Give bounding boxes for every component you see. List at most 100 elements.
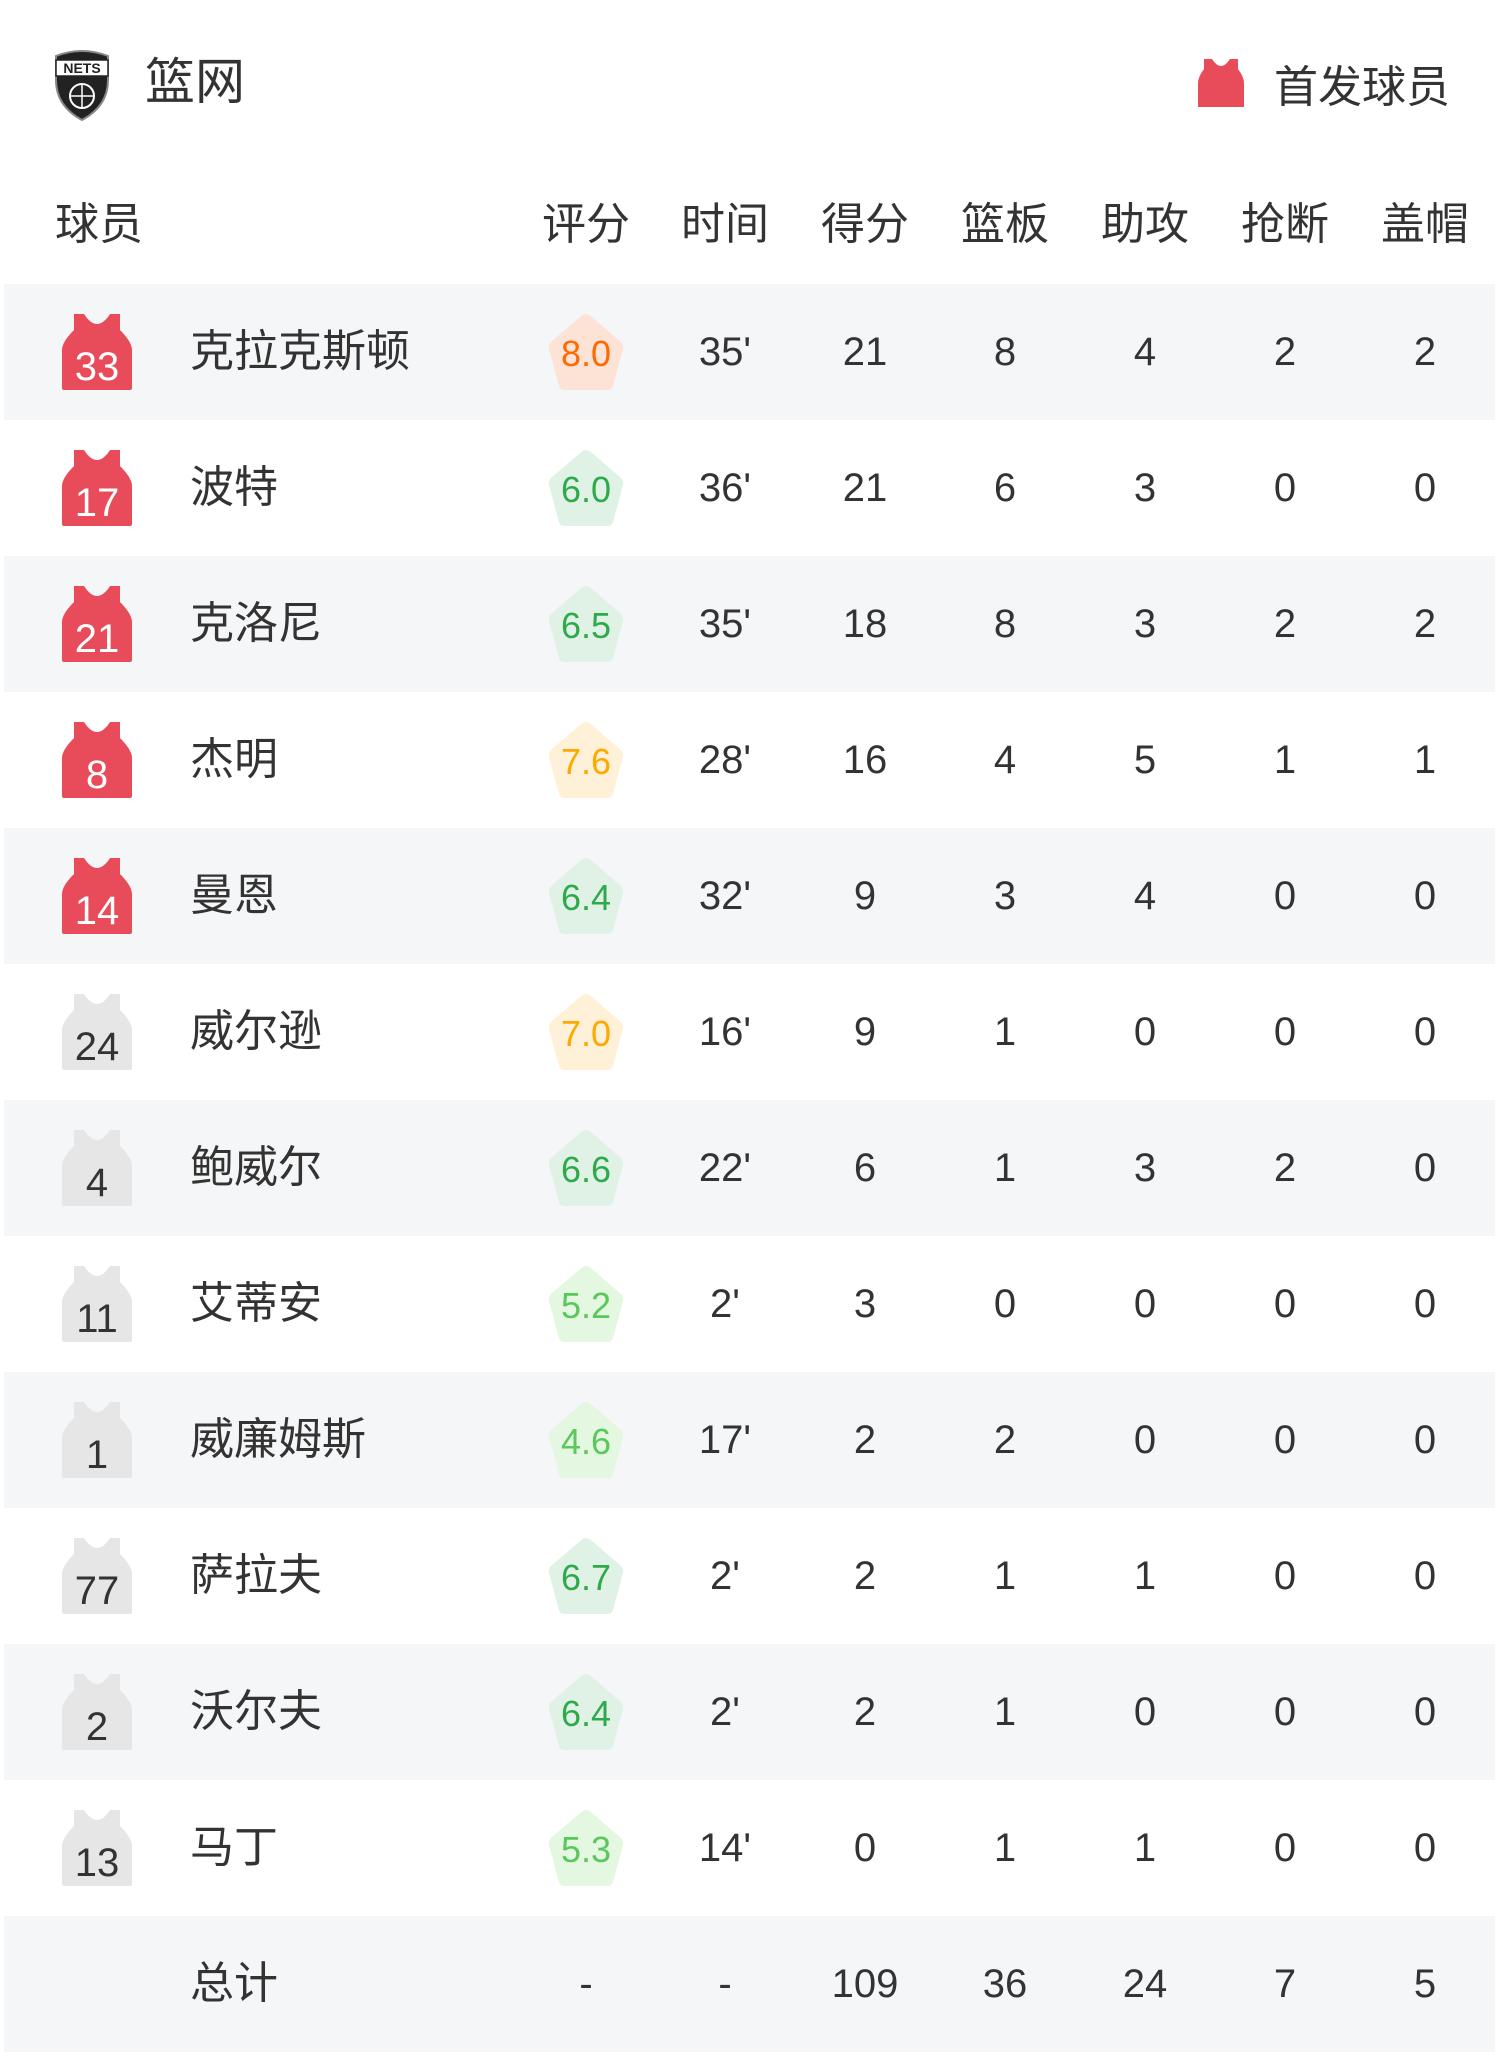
jersey-number: 11 <box>76 1297 118 1341</box>
total-min: - <box>718 1962 732 2006</box>
rating-value: 6.6 <box>560 1149 612 1190</box>
table-row[interactable]: 4 鲍威尔 6.6 22' 6 1 3 2 0 <box>4 1100 1495 1236</box>
table-row[interactable]: 77 萨拉夫 6.7 2' 2 1 1 0 0 <box>4 1508 1495 1644</box>
jersey-number: 8 <box>85 753 109 797</box>
col-points[interactable]: 得分 <box>821 200 909 249</box>
stat-stl: 2 <box>1273 1146 1297 1190</box>
table-row[interactable]: 8 杰明 7.6 28' 16 4 5 1 1 <box>4 692 1495 828</box>
jersey-icon: 33 <box>62 314 132 390</box>
stat-pts: 0 <box>853 1826 877 1870</box>
player-name[interactable]: 沃尔夫 <box>190 1687 322 1736</box>
total-stl: 7 <box>1273 1962 1297 2006</box>
stat-min: 28' <box>698 738 752 782</box>
table-row[interactable]: 14 曼恩 6.4 32' 9 3 4 0 0 <box>4 828 1495 964</box>
col-player: 球员 <box>55 200 143 249</box>
rating-value: 5.3 <box>560 1829 612 1870</box>
table-row[interactable]: 17 波特 6.0 36' 21 6 3 0 0 <box>4 420 1495 556</box>
total-reb: 36 <box>982 1962 1028 2006</box>
rating-value: 6.7 <box>560 1557 612 1598</box>
player-name[interactable]: 曼恩 <box>190 871 278 920</box>
col-rating[interactable]: 评分 <box>542 200 630 249</box>
jersey-number: 4 <box>85 1161 109 1205</box>
col-assists[interactable]: 助攻 <box>1101 200 1189 249</box>
jersey-number: 77 <box>74 1569 120 1613</box>
stat-pts: 9 <box>853 1010 877 1054</box>
stat-ast: 0 <box>1133 1690 1157 1734</box>
jersey-icon: 4 <box>62 1130 132 1206</box>
stat-min: 35' <box>698 330 752 374</box>
player-name[interactable]: 克拉克斯顿 <box>190 327 410 376</box>
stat-blk: 0 <box>1413 466 1437 510</box>
jersey-icon: 77 <box>62 1538 132 1614</box>
stat-blk: 0 <box>1413 1554 1437 1598</box>
table-row[interactable]: 1 威廉姆斯 4.6 17' 2 2 0 0 0 <box>4 1372 1495 1508</box>
jersey-number: 1 <box>85 1433 109 1477</box>
col-steals[interactable]: 抢断 <box>1241 200 1329 249</box>
rating-badge: 6.4 <box>547 856 625 936</box>
player-name[interactable]: 鲍威尔 <box>190 1143 322 1192</box>
rating-badge: 7.0 <box>547 992 625 1072</box>
player-name[interactable]: 杰明 <box>190 735 278 784</box>
player-name[interactable]: 马丁 <box>190 1823 278 1872</box>
stat-stl: 0 <box>1273 874 1297 918</box>
table-header: 球员 评分 时间 得分 篮板 助攻 抢断 盖帽 <box>0 190 1500 260</box>
stat-pts: 16 <box>842 738 888 782</box>
stat-reb: 1 <box>993 1146 1017 1190</box>
stat-min: 32' <box>698 874 752 918</box>
jersey-icon: 2 <box>62 1674 132 1750</box>
table-row[interactable]: 11 艾蒂安 5.2 2' 3 0 0 0 0 <box>4 1236 1495 1372</box>
player-name[interactable]: 艾蒂安 <box>190 1279 322 1328</box>
nets-logo-icon: NETS <box>50 50 114 122</box>
stat-blk: 1 <box>1413 738 1437 782</box>
stat-stl: 0 <box>1273 1690 1297 1734</box>
stat-blk: 0 <box>1413 1010 1437 1054</box>
rating-badge: 6.5 <box>547 584 625 664</box>
table-row[interactable]: 2 沃尔夫 6.4 2' 2 1 0 0 0 <box>4 1644 1495 1780</box>
rating-badge: 6.7 <box>547 1536 625 1616</box>
table-row[interactable]: 13 马丁 5.3 14' 0 1 1 0 0 <box>4 1780 1495 1916</box>
player-name[interactable]: 克洛尼 <box>190 599 322 648</box>
player-name[interactable]: 萨拉夫 <box>190 1551 322 1600</box>
rating-value: 6.4 <box>560 1693 612 1734</box>
rating-value: 6.4 <box>560 877 612 918</box>
stat-ast: 0 <box>1133 1282 1157 1326</box>
stat-ast: 4 <box>1133 874 1157 918</box>
player-name[interactable]: 威廉姆斯 <box>190 1415 366 1464</box>
table-row[interactable]: 21 克洛尼 6.5 35' 18 8 3 2 2 <box>4 556 1495 692</box>
player-table: 33 克拉克斯顿 8.0 35' 21 8 4 2 2 17 波特 6.0 36' 21 6 3 0 0 21 克洛尼… <box>4 284 1495 2052</box>
total-ast: 24 <box>1122 1962 1168 2006</box>
stat-blk: 0 <box>1413 1690 1437 1734</box>
table-row[interactable]: 33 克拉克斯顿 8.0 35' 21 8 4 2 2 <box>4 284 1495 420</box>
stat-pts: 9 <box>853 874 877 918</box>
player-name[interactable]: 波特 <box>190 463 278 512</box>
stat-blk: 0 <box>1413 1418 1437 1462</box>
stat-blk: 0 <box>1413 1282 1437 1326</box>
stat-ast: 4 <box>1133 330 1157 374</box>
starter-legend: 首发球员 <box>1198 55 1450 112</box>
total-row: 总计 - - 109 36 24 7 5 <box>4 1916 1495 2052</box>
rating-value: 8.0 <box>560 333 612 374</box>
jersey-icon: 21 <box>62 586 132 662</box>
stat-reb: 6 <box>993 466 1017 510</box>
stat-min: 16' <box>698 1010 752 1054</box>
rating-badge: 5.3 <box>547 1808 625 1888</box>
rating-badge: 8.0 <box>547 312 625 392</box>
stat-stl: 0 <box>1273 1282 1297 1326</box>
stat-min: 2' <box>710 1282 740 1326</box>
player-name[interactable]: 威尔逊 <box>190 1007 322 1056</box>
col-blocks[interactable]: 盖帽 <box>1381 200 1469 249</box>
team-name: 篮网 <box>145 54 245 110</box>
stat-stl: 0 <box>1273 1554 1297 1598</box>
col-minutes[interactable]: 时间 <box>681 200 769 249</box>
col-rebounds[interactable]: 篮板 <box>961 200 1049 249</box>
table-row[interactable]: 24 威尔逊 7.0 16' 9 1 0 0 0 <box>4 964 1495 1100</box>
rating-badge: 7.6 <box>547 720 625 800</box>
stat-reb: 2 <box>993 1418 1017 1462</box>
stat-pts: 18 <box>842 602 888 646</box>
stat-reb: 1 <box>993 1690 1017 1734</box>
stat-min: 17' <box>698 1418 752 1462</box>
svg-text:NETS: NETS <box>63 60 100 76</box>
stat-ast: 0 <box>1133 1418 1157 1462</box>
jersey-number: 14 <box>74 889 120 933</box>
stat-pts: 21 <box>842 466 888 510</box>
